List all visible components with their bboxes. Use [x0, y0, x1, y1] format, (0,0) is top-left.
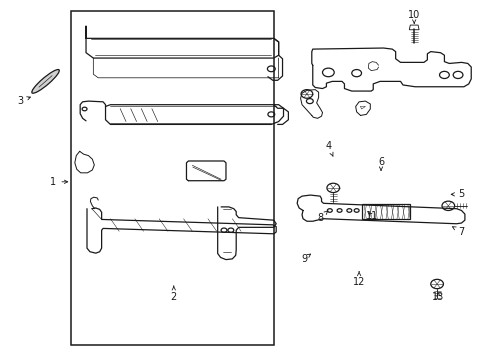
Text: 5: 5: [450, 189, 464, 199]
Text: 13: 13: [431, 292, 444, 302]
Ellipse shape: [32, 69, 59, 93]
Text: 4: 4: [325, 141, 332, 156]
Text: 9: 9: [300, 254, 310, 264]
Text: 10: 10: [407, 10, 420, 23]
Text: 11: 11: [366, 211, 378, 221]
Text: 6: 6: [377, 157, 383, 170]
Text: 2: 2: [170, 286, 177, 302]
Text: 7: 7: [451, 227, 464, 237]
Bar: [71, 12, 273, 345]
Text: 8: 8: [316, 211, 327, 222]
Text: 3: 3: [17, 96, 30, 106]
Bar: [361, 204, 409, 220]
Text: 12: 12: [352, 272, 365, 287]
Text: 1: 1: [50, 177, 67, 187]
